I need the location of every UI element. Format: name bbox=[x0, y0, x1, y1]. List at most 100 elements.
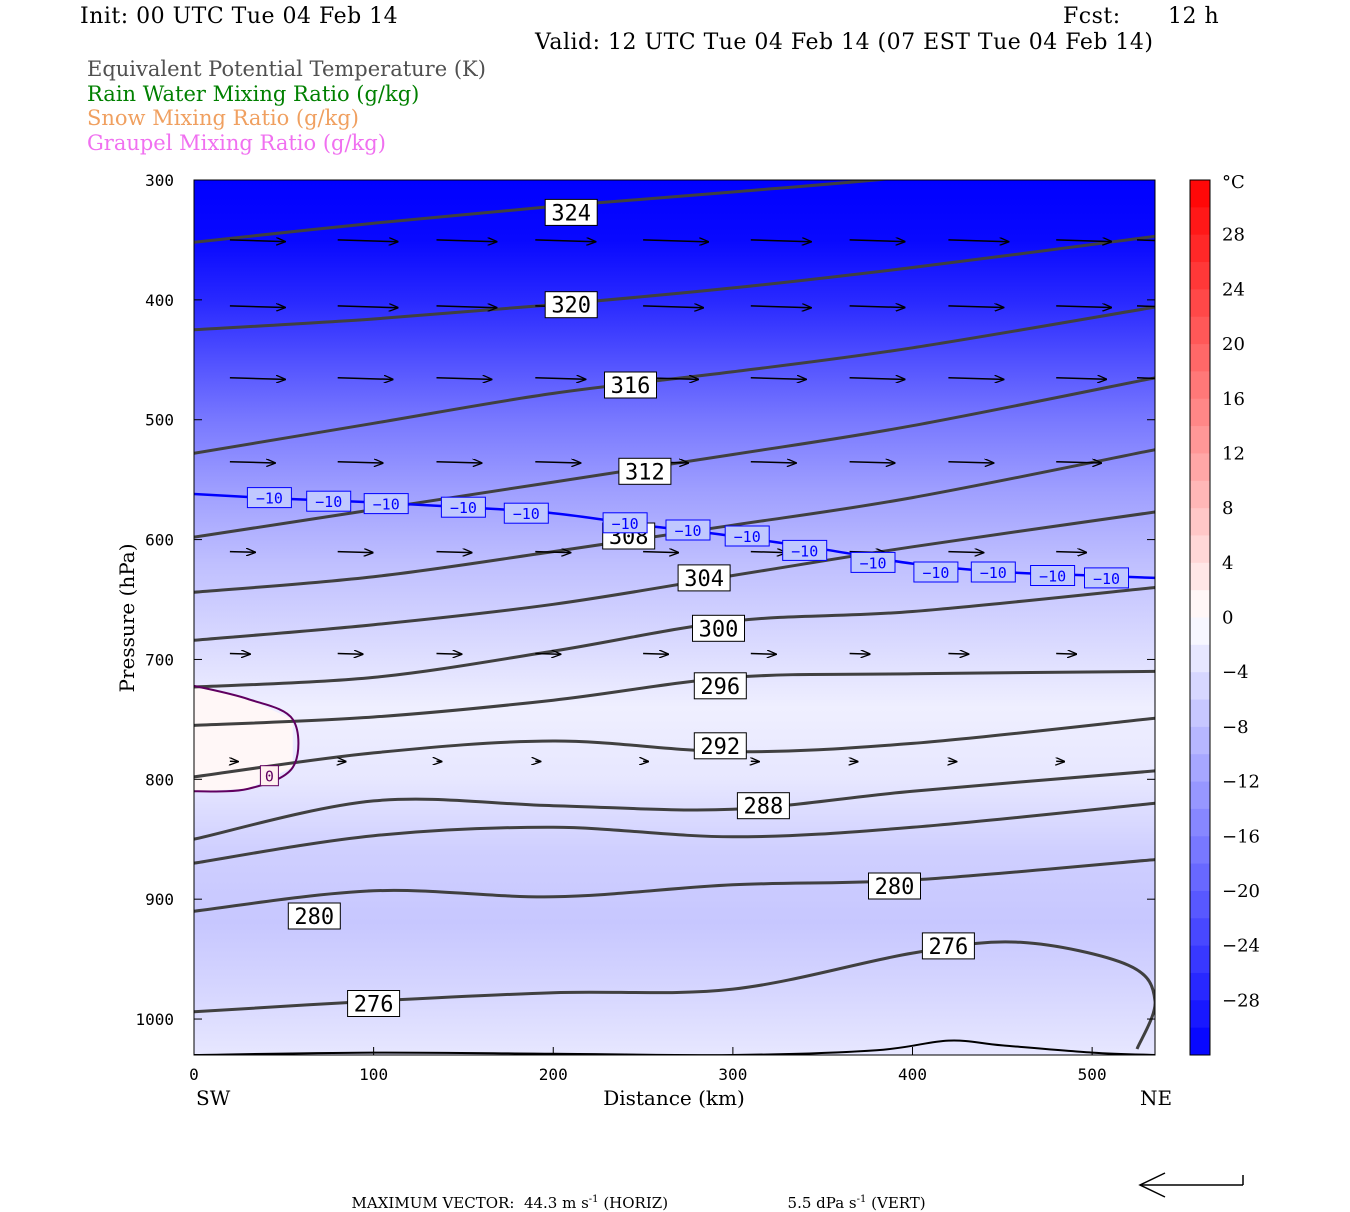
y-tick-label: 800 bbox=[145, 770, 174, 789]
y-tick-label: 700 bbox=[145, 650, 174, 669]
colorbar-swatch bbox=[1190, 317, 1210, 345]
colorbar-swatch bbox=[1190, 235, 1210, 263]
x-tick-label: 100 bbox=[359, 1065, 388, 1084]
colorbar-tick-label: 20 bbox=[1222, 334, 1245, 355]
colorbar-swatch bbox=[1190, 508, 1210, 536]
y-axis-title: Pressure (hPa) bbox=[115, 544, 139, 693]
temperature-label: −10 bbox=[315, 493, 342, 511]
colorbar-swatch bbox=[1190, 426, 1210, 454]
wind-vector bbox=[230, 654, 250, 655]
x-end-label-left: SW bbox=[196, 1086, 231, 1110]
wind-vector bbox=[338, 654, 363, 655]
colorbar-swatch bbox=[1190, 180, 1210, 208]
wind-vector bbox=[437, 552, 472, 553]
temperature-label: −10 bbox=[859, 554, 886, 572]
colorbar-tick-label: −20 bbox=[1222, 881, 1260, 902]
colorbar-swatch bbox=[1190, 535, 1210, 563]
x-tick-label: 200 bbox=[539, 1065, 568, 1084]
wind-vector bbox=[535, 654, 560, 655]
colorbar-tick-label: 28 bbox=[1222, 225, 1245, 246]
temperature-label: −10 bbox=[791, 542, 818, 560]
temperature-label: 0 bbox=[265, 768, 274, 786]
colorbar-tick-label: −16 bbox=[1222, 826, 1260, 847]
x-tick-label: 0 bbox=[189, 1065, 199, 1084]
colorbar-swatch bbox=[1190, 727, 1210, 755]
colorbar-swatch bbox=[1190, 399, 1210, 427]
colorbar-swatch bbox=[1190, 946, 1210, 974]
colorbar-swatch bbox=[1190, 344, 1210, 372]
colorbar-tick-label: −24 bbox=[1222, 936, 1260, 957]
theta-e-label: 292 bbox=[700, 735, 740, 760]
theta-e-label: 300 bbox=[699, 617, 739, 642]
theta-e-label: 280 bbox=[875, 875, 915, 900]
y-tick-label: 400 bbox=[145, 291, 174, 310]
max-vector-footer: MAXIMUM VECTOR: 44.3 m s-1 (HORIZ) bbox=[342, 1176, 668, 1212]
wind-vector bbox=[948, 552, 983, 553]
colorbar-tick-label: −12 bbox=[1222, 772, 1260, 793]
colorbar-tick-label: 0 bbox=[1222, 608, 1233, 629]
temperature-label: −10 bbox=[1039, 568, 1066, 586]
colorbar-swatch bbox=[1190, 809, 1210, 837]
y-tick-label: 300 bbox=[145, 171, 174, 190]
wind-vector bbox=[643, 552, 678, 553]
temperature-label: −10 bbox=[612, 515, 639, 533]
colorbar-swatch bbox=[1190, 262, 1210, 290]
colorbar-swatch bbox=[1190, 836, 1210, 864]
y-tick-label: 500 bbox=[145, 411, 174, 430]
wind-vector bbox=[948, 654, 968, 655]
vert-vector-footer: 5.5 dPa s-1 (VERT) bbox=[778, 1176, 926, 1212]
colorbar-swatch bbox=[1190, 891, 1210, 919]
theta-e-label: 276 bbox=[354, 993, 394, 1018]
temperature-label: −10 bbox=[450, 499, 477, 517]
colorbar-tick-label: −8 bbox=[1222, 717, 1249, 738]
wind-vector bbox=[535, 552, 570, 553]
colorbar-swatch bbox=[1190, 700, 1210, 728]
x-end-label-right: NE bbox=[1140, 1086, 1172, 1110]
wind-vector bbox=[1056, 654, 1076, 655]
temperature-label: −10 bbox=[256, 490, 283, 508]
colorbar-tick-label: 16 bbox=[1222, 389, 1245, 410]
colorbar-swatch bbox=[1190, 973, 1210, 1001]
colorbar-swatch bbox=[1190, 918, 1210, 946]
theta-e-label: 288 bbox=[744, 795, 784, 820]
colorbar-unit: °C bbox=[1222, 172, 1245, 193]
vert-value: 5.5 dPa s bbox=[788, 1194, 857, 1212]
colorbar-swatch bbox=[1190, 645, 1210, 673]
colorbar-swatch bbox=[1190, 1000, 1210, 1028]
colorbar-swatch bbox=[1190, 1028, 1210, 1056]
x-tick-label: 400 bbox=[898, 1065, 927, 1084]
temperature-label: −10 bbox=[674, 522, 701, 540]
colorbar-swatch bbox=[1190, 563, 1210, 591]
max-vector-arrow bbox=[1140, 1173, 1243, 1197]
y-tick-label: 900 bbox=[145, 890, 174, 909]
x-tick-label: 500 bbox=[1078, 1065, 1107, 1084]
colorbar-tick-label: −28 bbox=[1222, 990, 1260, 1011]
horiz-tag: (HORIZ) bbox=[603, 1194, 668, 1212]
colorbar-swatch bbox=[1190, 207, 1210, 235]
wind-vector bbox=[1056, 552, 1086, 553]
wind-vector bbox=[230, 552, 255, 553]
colorbar-swatch bbox=[1190, 618, 1210, 646]
theta-e-label: 324 bbox=[551, 201, 591, 226]
wind-vector bbox=[437, 654, 462, 655]
colorbar-swatch bbox=[1190, 590, 1210, 618]
colorbar-tick-label: 12 bbox=[1222, 443, 1245, 464]
x-axis-title: Distance (km) bbox=[603, 1086, 745, 1110]
wind-vector bbox=[751, 552, 786, 553]
temperature-label: −10 bbox=[373, 496, 400, 514]
x-tick-label: 300 bbox=[718, 1065, 747, 1084]
horiz-value: 44.3 m s bbox=[524, 1194, 589, 1212]
colorbar-swatch bbox=[1190, 453, 1210, 481]
theta-e-label: 296 bbox=[700, 675, 740, 700]
theta-e-label: 304 bbox=[684, 567, 724, 592]
temperature-label: −10 bbox=[980, 564, 1007, 582]
max-vector-label: MAXIMUM VECTOR: bbox=[352, 1194, 515, 1212]
colorbar-swatch bbox=[1190, 289, 1210, 317]
theta-e-label: 316 bbox=[611, 374, 651, 399]
theta-e-label: 280 bbox=[294, 905, 334, 930]
temperature-label: −10 bbox=[513, 505, 540, 523]
wind-vector bbox=[751, 654, 776, 655]
colorbar-swatch bbox=[1190, 371, 1210, 399]
temperature-label: −10 bbox=[1093, 570, 1120, 588]
